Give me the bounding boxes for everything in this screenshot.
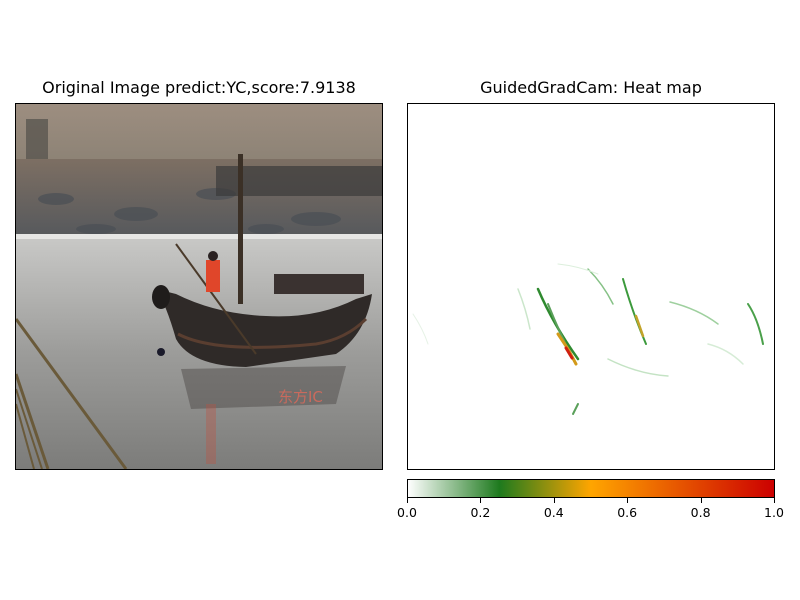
colorbar-tick (553, 498, 555, 503)
colorbar-tick-label: 1.0 (764, 505, 784, 520)
original-image-title: Original Image predict:YC,score:7.9138 (42, 78, 356, 97)
colorbar-tick (480, 498, 482, 503)
colorbar-tick (700, 498, 702, 503)
colorbar-tick-label: 0.0 (397, 505, 417, 520)
watermark-text: 东方IC (278, 388, 323, 406)
colorbar-tick-label: 0.2 (470, 505, 491, 520)
colorbar-tick (627, 498, 629, 503)
heatmap-title: GuidedGradCam: Heat map (480, 78, 702, 97)
colorbar-tick-label: 0.8 (690, 505, 711, 520)
colorbar (407, 479, 775, 498)
heatmap-panel (407, 103, 775, 470)
colorbar-tick-label: 0.4 (543, 505, 564, 520)
original-image: 东方IC (15, 103, 383, 470)
heatmap-image (412, 263, 764, 415)
colorbar-tick (774, 498, 775, 503)
colorbar-tick-label: 0.6 (617, 505, 638, 520)
colorbar-tick (407, 498, 408, 503)
